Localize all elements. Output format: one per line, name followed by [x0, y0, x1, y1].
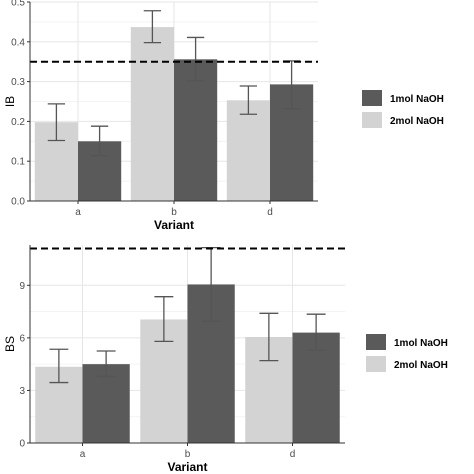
- legend-label-1mol: 1mol NaOH: [390, 94, 444, 105]
- x-tick-label-a: a: [80, 449, 86, 460]
- bar-1mol-a: [82, 364, 130, 443]
- legend-key-2mol: [362, 112, 382, 128]
- x-axis-title: Variant: [154, 218, 194, 232]
- bar-1mol-b: [174, 59, 218, 202]
- x-tick-label-d: d: [290, 449, 296, 460]
- y-tick-label: 0.3: [11, 77, 25, 88]
- y-tick-label: 9: [19, 281, 25, 292]
- x-tick-label-a: a: [75, 207, 81, 218]
- x-axis-title: Variant: [167, 460, 207, 474]
- bar-2mol-b: [130, 27, 174, 201]
- x-tick-label-d: d: [267, 207, 273, 218]
- legend-key-2mol: [366, 356, 386, 372]
- y-axis-title: BS: [3, 336, 17, 352]
- x-tick-label-b: b: [185, 449, 191, 460]
- legend-key-1mol: [362, 90, 382, 106]
- bs-chart: 0 3 6 9 a b d Variant BS 1mol NaOH 2mol NaOH: [3, 245, 448, 474]
- y-tick-label: 3: [19, 386, 25, 397]
- legend-label-2mol: 2mol NaOH: [390, 116, 444, 127]
- ib-chart: 0.0 0.1 0.2 0.3 0.4 0.5 a b d Variant IB 1mol NaOH 2…: [3, 0, 444, 232]
- bar-2mol-d: [226, 100, 270, 201]
- legend-label-2mol: 2mol NaOH: [394, 360, 448, 371]
- y-tick-label: 6: [19, 333, 25, 344]
- y-axis-title: IB: [3, 96, 17, 107]
- legend-label-1mol: 1mol NaOH: [394, 338, 448, 349]
- y-tick-label: 0.5: [11, 0, 25, 9]
- y-tick-label: 0: [19, 439, 25, 450]
- y-tick-label: 0.1: [11, 157, 25, 168]
- legend-key-1mol: [366, 334, 386, 350]
- y-tick-label: 0.4: [11, 37, 25, 48]
- x-tick-label-b: b: [171, 207, 177, 218]
- y-tick-label: 0.0: [11, 197, 25, 208]
- y-tick-label: 0.2: [11, 117, 25, 128]
- bar-1mol-d: [292, 332, 340, 443]
